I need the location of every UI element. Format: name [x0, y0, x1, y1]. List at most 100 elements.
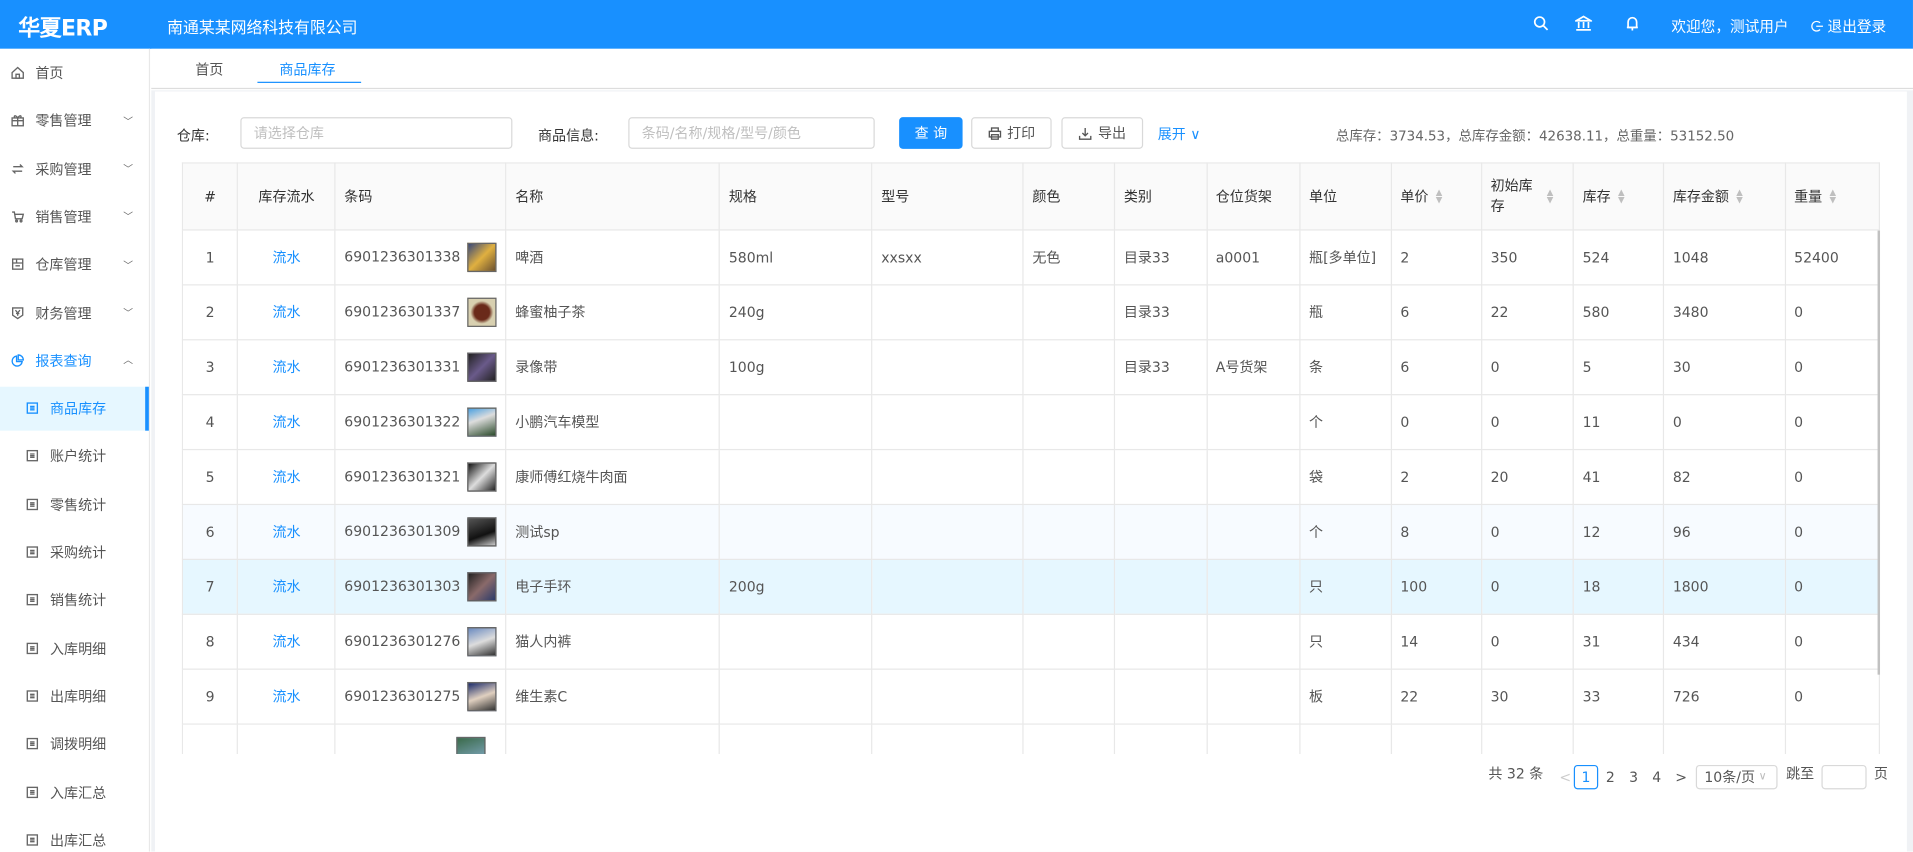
sidebar-item-4[interactable]: 仓库管理 ﹀ [0, 243, 149, 287]
goods-info-input[interactable] [628, 117, 875, 149]
page-4[interactable]: 4 [1652, 768, 1662, 786]
sort-icon[interactable]: ▲ ▼ [1435, 187, 1443, 205]
sidebar-item-5[interactable]: 财务管理 ﹀ [0, 291, 149, 335]
table-row[interactable]: 9 流水 6901236301275 维生素C 板 22 30 33 726 0 [181, 668, 1881, 725]
column-header[interactable]: 单价 ▲ ▼ [1390, 162, 1483, 231]
sidebar-subitem-4[interactable]: 销售统计 [0, 579, 149, 623]
table-row[interactable]: 4 流水 6901236301322 小鹏汽车模型个 0 0 11 0 0 [181, 394, 1881, 451]
product-thumbnail[interactable] [467, 462, 497, 492]
sidebar-item-1[interactable]: 零售管理 ﹀ [0, 99, 149, 143]
sidebar-subitem-9[interactable]: 出库汇总 [0, 818, 149, 852]
tab-goods-stock[interactable]: 商品库存 [279, 61, 336, 79]
search-icon[interactable] [1532, 15, 1552, 35]
sidebar-subitem-2[interactable]: 零售统计 [0, 483, 149, 527]
next-page-button[interactable]: > [1675, 768, 1688, 786]
chevron-down-icon: ﹀ [123, 259, 133, 271]
unit-cell: 瓶 [1299, 284, 1392, 341]
sidebar-item-2[interactable]: 采购管理 ﹀ [0, 147, 149, 191]
company-name: 南通某某网络科技有限公司 [167, 19, 358, 38]
vertical-scrollbar[interactable] [1877, 230, 1881, 675]
stock-flow-link[interactable]: 流水 [272, 303, 301, 321]
product-thumbnail[interactable] [467, 352, 497, 382]
tab-home[interactable]: 首页 [195, 61, 224, 79]
sidebar-item-0[interactable]: 首页 [0, 51, 149, 95]
barcode: 6901236301322 [344, 412, 461, 431]
sort-icon[interactable]: ▲ ▼ [1617, 187, 1625, 205]
sidebar-subitem-7[interactable]: 调拨明细 [0, 722, 149, 766]
logout-icon [1811, 20, 1823, 32]
bank-icon[interactable] [1573, 15, 1595, 35]
page-size-select[interactable]: 10条/页 ∨ [1695, 764, 1778, 790]
stock-flow-link[interactable]: 流水 [272, 413, 301, 431]
column-header[interactable]: 库存金额 ▲ ▼ [1663, 162, 1786, 231]
product-thumbnail[interactable] [467, 681, 497, 712]
stock-flow-link[interactable]: 流水 [272, 358, 301, 376]
location-cell: A号货架 [1206, 339, 1301, 396]
logo[interactable]: 华夏ERP [18, 15, 108, 42]
stock-amount-cell: 726 [1663, 668, 1786, 725]
color-cell: 无色 [1022, 229, 1116, 286]
page-2[interactable]: 2 [1605, 768, 1615, 786]
stock-amount-cell: 1800 [1663, 558, 1786, 615]
unit-price-cell: 14 [1390, 613, 1483, 670]
stock-flow-link[interactable]: 流水 [272, 248, 301, 266]
stock-flow-link[interactable]: 流水 [272, 578, 301, 596]
table-row-partial[interactable] [181, 723, 1881, 754]
sidebar-subitem-5[interactable]: 入库明细 [0, 627, 149, 671]
bell-icon[interactable] [1624, 15, 1644, 35]
logout-button[interactable]: 退出登录 [1810, 16, 1886, 37]
sidebar-subitem-8[interactable]: 入库汇总 [0, 770, 149, 814]
table-row[interactable]: 1 流水 6901236301338 啤酒 580ml xxsxx 无色 目录33 a0001 瓶… [181, 229, 1881, 286]
product-thumbnail[interactable] [467, 297, 497, 327]
product-thumbnail[interactable] [467, 627, 497, 657]
stock-flow-link[interactable]: 流水 [272, 523, 301, 541]
sidebar: 首页 零售管理 ﹀ 采购管理 ﹀ 销售管理 ﹀ 仓库管理 ﹀ 财务管理 ﹀ 报表查询 ︿ 商品库存 账户统计… [0, 48, 151, 852]
jump-page-input[interactable] [1821, 764, 1867, 790]
stock-flow-link[interactable]: 流水 [272, 688, 301, 706]
sidebar-item-3[interactable]: 销售管理 ﹀ [0, 195, 149, 239]
table-row[interactable]: 2 流水 6901236301337 蜂蜜柚子茶 240g 目录33 瓶 6 22 580 3480… [181, 284, 1881, 341]
unit-price-cell: 2 [1390, 448, 1483, 506]
color-cell [1022, 339, 1116, 396]
stock-flow-link[interactable]: 流水 [272, 633, 301, 651]
spec-cell [719, 668, 873, 725]
sidebar-subitem-1[interactable]: 账户统计 [0, 435, 149, 479]
sidebar-subitem-3[interactable]: 采购统计 [0, 531, 149, 575]
product-thumbnail[interactable] [467, 242, 497, 273]
page-1[interactable]: 1 [1573, 764, 1599, 790]
table-row[interactable]: 6 流水 6901236301309 测试sp 个 8 0 12 96 0 [181, 503, 1881, 560]
sidebar-subitem-0[interactable]: 商品库存 [0, 386, 149, 431]
welcome-text[interactable]: 欢迎您，测试用户 [1671, 18, 1789, 36]
name-cell: 维生素C [505, 668, 721, 725]
column-header[interactable]: 库存 ▲ ▼ [1572, 162, 1665, 231]
product-thumbnail[interactable] [467, 572, 497, 602]
sort-icon[interactable]: ▲ ▼ [1736, 187, 1743, 205]
page-3[interactable]: 3 [1629, 768, 1639, 786]
product-thumbnail[interactable] [456, 736, 486, 754]
sort-icon[interactable]: ▲ ▼ [1829, 187, 1837, 205]
weight-cell: 0 [1784, 613, 1881, 670]
export-label: 导出 [1098, 124, 1127, 142]
color-cell [1022, 668, 1116, 725]
sort-icon[interactable]: ▲ ▼ [1546, 187, 1554, 205]
product-thumbnail[interactable] [467, 407, 497, 437]
spec-cell: 240g [719, 284, 873, 341]
sidebar-item-label: 报表查询 [35, 352, 92, 370]
prev-page-button[interactable]: < [1559, 768, 1572, 786]
table-row[interactable]: 7 流水 6901236301303 电子手环 200g 只 100 0 18 1800 0 [181, 558, 1881, 615]
stock-flow-link[interactable]: 流水 [272, 468, 301, 486]
table-row[interactable]: 5 流水 6901236301321 康师傅红烧牛肉面 袋 2 20 41 82 0 [181, 448, 1881, 506]
sidebar-item-6[interactable]: 报表查询 ︿ [0, 339, 149, 383]
sidebar-subitem-6[interactable]: 出库明细 [0, 675, 149, 719]
export-button[interactable]: 导出 [1061, 117, 1144, 149]
table-row[interactable]: 3 流水 6901236301331 录像带 100g 目录33 A号货架条 6 0 5 30 0 [181, 339, 1881, 396]
expand-toggle[interactable]: 展开 ∨ [1158, 124, 1201, 144]
product-thumbnail[interactable] [467, 517, 497, 547]
column-header[interactable]: 重量 ▲ ▼ [1784, 162, 1881, 231]
initial-stock-cell: 30 [1480, 668, 1575, 725]
table-row[interactable]: 8 流水 6901236301276 猫人内裤只 14 0 31 434 0 [181, 613, 1881, 670]
query-button[interactable]: 查 询 [899, 117, 963, 149]
print-button[interactable]: 打印 [971, 117, 1052, 149]
warehouse-select[interactable] [240, 117, 513, 149]
column-header[interactable]: 初始库存▲ ▼ [1480, 162, 1575, 231]
